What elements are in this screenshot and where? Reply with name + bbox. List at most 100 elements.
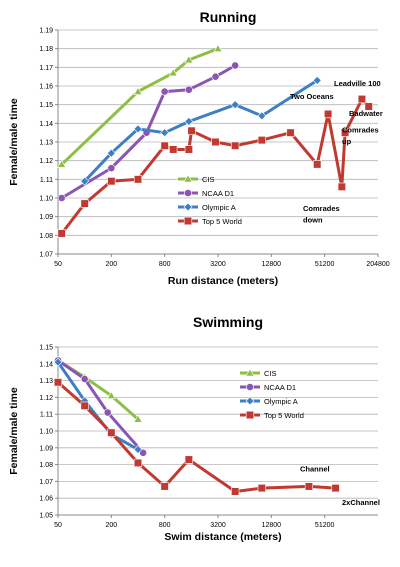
y-tick-label: 1.08 — [39, 233, 53, 240]
legend-marker-olympic-a — [183, 202, 193, 212]
legend-label: CIS — [264, 369, 277, 378]
x-tick-label: 12800 — [262, 522, 282, 529]
series-olympic-a — [53, 357, 143, 454]
y-tick-label: 1.17 — [39, 65, 53, 72]
data-point-ncaa-d1 — [139, 448, 148, 457]
data-point-top-5-world — [211, 137, 220, 147]
data-point-top-5-world — [184, 455, 193, 464]
data-point-top-5-world — [337, 182, 346, 191]
data-point-top-5-world — [286, 128, 295, 137]
series-top-5-world — [53, 378, 340, 496]
legend-label: Top 5 World — [264, 411, 304, 420]
y-tick-label: 1.09 — [39, 214, 53, 221]
legend-marker-olympic-a — [245, 396, 255, 406]
legend-label: NCAA D1 — [202, 189, 234, 198]
x-tick-label: 12800 — [262, 261, 282, 268]
data-point-top-5-world — [133, 458, 143, 468]
legend-marker-cis — [245, 368, 255, 377]
y-tick-label: 1.14 — [39, 121, 53, 128]
data-point-ncaa-d1 — [184, 85, 193, 94]
data-point-cis — [106, 391, 116, 400]
data-point-top-5-world — [169, 145, 178, 154]
legend-marker-ncaa-d1 — [184, 189, 192, 197]
data-point-top-5-world — [53, 378, 63, 387]
legend-label: Top 5 World — [202, 217, 242, 226]
annotation-comrades: Comrades — [303, 204, 340, 213]
series-line-olympic-a — [83, 78, 319, 183]
series-cis — [57, 44, 223, 168]
data-point-top-5-world — [324, 109, 333, 119]
data-point-olympic-a — [230, 100, 240, 110]
legend-label: Olympic A — [264, 397, 298, 406]
data-point-cis — [168, 68, 178, 77]
running-chart: 1.07 1.08 1.09 1.10 1.11 1.12 1.13 1.14 1.15 1.16… — [8, 9, 390, 287]
y-tick-label: 1.13 — [39, 140, 53, 147]
legend-marker-cis — [183, 174, 193, 183]
data-point-olympic-a — [133, 445, 143, 454]
data-point-top-5-world — [133, 175, 143, 184]
data-point-top-5-world — [331, 484, 340, 493]
y-tick-label: 1.05 — [39, 513, 53, 520]
series-top-5-world — [57, 94, 373, 238]
x-axis-label: Run distance (meters) — [168, 275, 278, 287]
data-point-cis — [133, 414, 143, 423]
series-line-olympic-a — [56, 360, 140, 451]
data-point-ncaa-d1 — [160, 87, 169, 96]
data-point-ncaa-d1 — [107, 164, 116, 173]
y-tick-label: 1.11 — [40, 412, 53, 419]
data-point-olympic-a — [53, 357, 63, 367]
data-point-top-5-world — [257, 136, 266, 145]
data-point-olympic-a — [160, 128, 170, 138]
data-point-top-5-world — [57, 229, 66, 238]
data-point-top-5-world — [187, 126, 196, 135]
chart-title: Running — [200, 9, 257, 25]
data-point-cis — [133, 86, 143, 95]
annotation-badwater: Badwater — [349, 109, 383, 118]
y-tick-label: 1.06 — [39, 496, 53, 503]
y-tick-label: 1.11 — [40, 177, 53, 184]
data-point-top-5-world — [357, 94, 367, 104]
data-point-ncaa-d1 — [211, 72, 220, 81]
data-point-top-5-world — [80, 199, 89, 208]
y-axis-label: Female/male time — [8, 387, 20, 475]
legend: CIS NCAA D1 Olympic A Top 5 World — [178, 174, 242, 226]
annotation-leadville-100: Leadville 100 — [334, 79, 381, 88]
data-point-olympic-a — [133, 124, 143, 134]
data-point-top-5-world — [304, 482, 314, 491]
x-tick-label: 3200 — [210, 261, 226, 268]
y-tick-label: 1.15 — [39, 102, 53, 109]
data-point-cis — [213, 44, 223, 52]
legend-label: NCAA D1 — [264, 383, 296, 392]
data-point-top-5-world — [107, 428, 116, 437]
data-point-top-5-world — [231, 141, 240, 150]
annotation-two-oceans: Two Oceans — [290, 92, 334, 101]
data-point-top-5-world — [364, 102, 373, 111]
data-point-top-5-world — [160, 141, 169, 150]
y-tick-label: 1.18 — [39, 46, 53, 53]
y-tick-label: 1.07 — [39, 479, 53, 486]
x-tick-label: 800 — [159, 522, 171, 529]
y-tick-label: 1.16 — [39, 84, 53, 91]
x-tick-label: 800 — [159, 261, 171, 268]
legend-marker-top-5-world — [245, 410, 255, 420]
data-point-top-5-world — [231, 487, 240, 496]
series-line-top-5-world — [56, 380, 338, 493]
y-tick-label: 1.07 — [39, 252, 53, 259]
series-line-cis — [60, 47, 220, 166]
data-point-top-5-world — [184, 145, 193, 154]
data-point-cis — [184, 55, 194, 64]
y-tick-label: 1.15 — [39, 345, 53, 352]
data-point-olympic-a — [184, 117, 194, 126]
x-axis-label: Swim distance (meters) — [164, 531, 281, 543]
y-tick-label: 1.13 — [39, 378, 53, 385]
data-point-top-5-world — [160, 482, 169, 491]
data-point-top-5-world — [80, 401, 89, 410]
data-point-top-5-world — [313, 160, 322, 169]
x-tick-label: 50 — [54, 522, 62, 529]
x-tick-label: 204800 — [366, 261, 389, 268]
chart-title: Swimming — [193, 314, 263, 330]
series-olympic-a — [80, 75, 322, 186]
data-point-ncaa-d1 — [80, 375, 89, 383]
series-ncaa-d1 — [54, 356, 148, 457]
